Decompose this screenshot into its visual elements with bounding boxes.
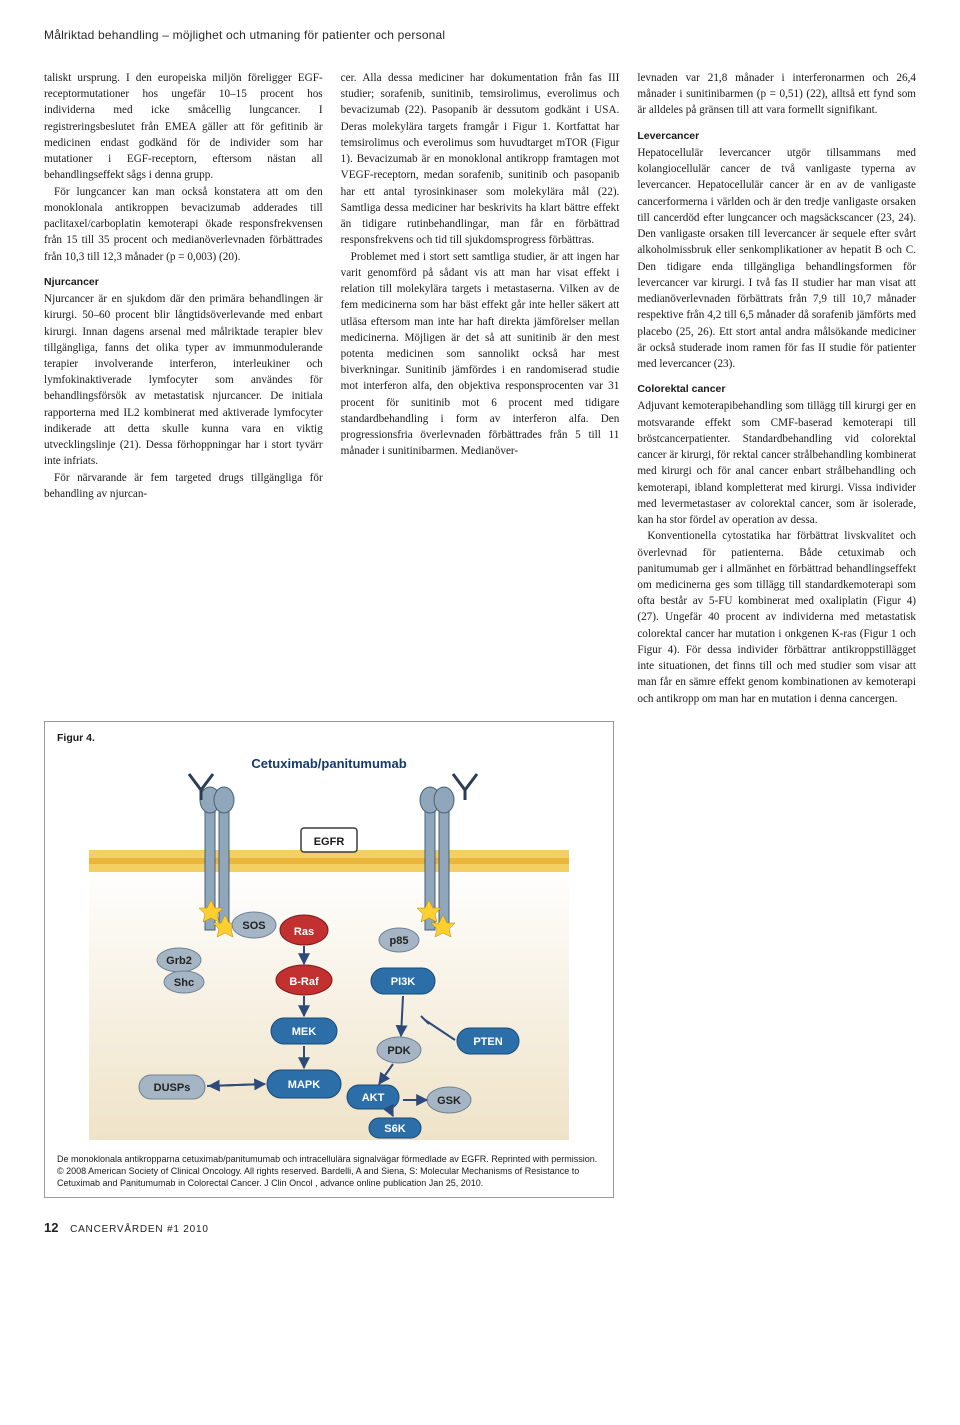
braf-label: B-Raf (289, 976, 319, 988)
grb2-label: Grb2 (166, 955, 192, 967)
col3-p2: Hepatocellulär levercancer utgör tillsam… (637, 145, 916, 372)
dusps-label: DUSPs (154, 1082, 191, 1094)
p85-label: p85 (390, 935, 409, 947)
col1-p2: För lungcancer kan man också konstatera … (44, 184, 323, 265)
subhead-njurcancer: Njurcancer (44, 275, 323, 290)
mapk-label: MAPK (288, 1079, 320, 1091)
text-columns: taliskt ursprung. I den europeiska miljö… (44, 70, 916, 707)
column-1: taliskt ursprung. I den europeiska miljö… (44, 70, 323, 707)
col2-p1: cer. Alla dessa mediciner har dokumentat… (341, 70, 620, 249)
figure-4: Figur 4. Cetuximab/panitumumab (44, 721, 614, 1198)
column-3: levnaden var 21,8 månader i interferonar… (637, 70, 916, 707)
col1-p1: taliskt ursprung. I den europeiska miljö… (44, 70, 323, 184)
s6k-label: S6K (384, 1123, 405, 1135)
col2-p2: Problemet med i stort sett samtliga stud… (341, 249, 620, 460)
running-head: Målriktad behandling – möjlighet och utm… (44, 28, 916, 42)
shc-label: Shc (174, 977, 194, 989)
pi3k-label: PI3K (391, 976, 416, 988)
col1-p4: För närvarande är fem targeted drugs til… (44, 470, 323, 502)
pdk-label: PDK (387, 1045, 410, 1057)
page-number: 12 (44, 1220, 58, 1235)
akt-label: AKT (362, 1092, 385, 1104)
col3-p3: Adjuvant kemoterapibehandling som tilläg… (637, 398, 916, 528)
diagram-title: Cetuximab/panitumumab (251, 756, 406, 771)
egfr-label: EGFR (314, 836, 345, 848)
subhead-colorektal: Colorektal cancer (637, 382, 916, 397)
figure-label: Figur 4. (57, 732, 601, 744)
publication-info: CANCERVÅRDEN #1 2010 (70, 1224, 209, 1235)
pten-label: PTEN (473, 1036, 502, 1048)
col3-p4: Konventionella cytostatika har förbättra… (637, 528, 916, 707)
page-footer: 12 CANCERVÅRDEN #1 2010 (44, 1220, 916, 1235)
col1-p3: Njurcancer är en sjukdom där den primära… (44, 291, 323, 470)
col3-p1: levnaden var 21,8 månader i interferonar… (637, 70, 916, 119)
mek-label: MEK (292, 1026, 317, 1038)
subhead-levercancer: Levercancer (637, 129, 916, 144)
figure-diagram: Cetuximab/panitumumab (57, 750, 601, 1145)
gsk-label: GSK (437, 1095, 461, 1107)
column-2: cer. Alla dessa mediciner har dokumentat… (341, 70, 620, 707)
ras-label: Ras (294, 926, 314, 938)
sos-label: SOS (242, 920, 265, 932)
figure-caption: De monoklonala antikropparna cetuximab/p… (57, 1153, 601, 1189)
signal-pathway-svg: Cetuximab/panitumumab (89, 750, 569, 1140)
